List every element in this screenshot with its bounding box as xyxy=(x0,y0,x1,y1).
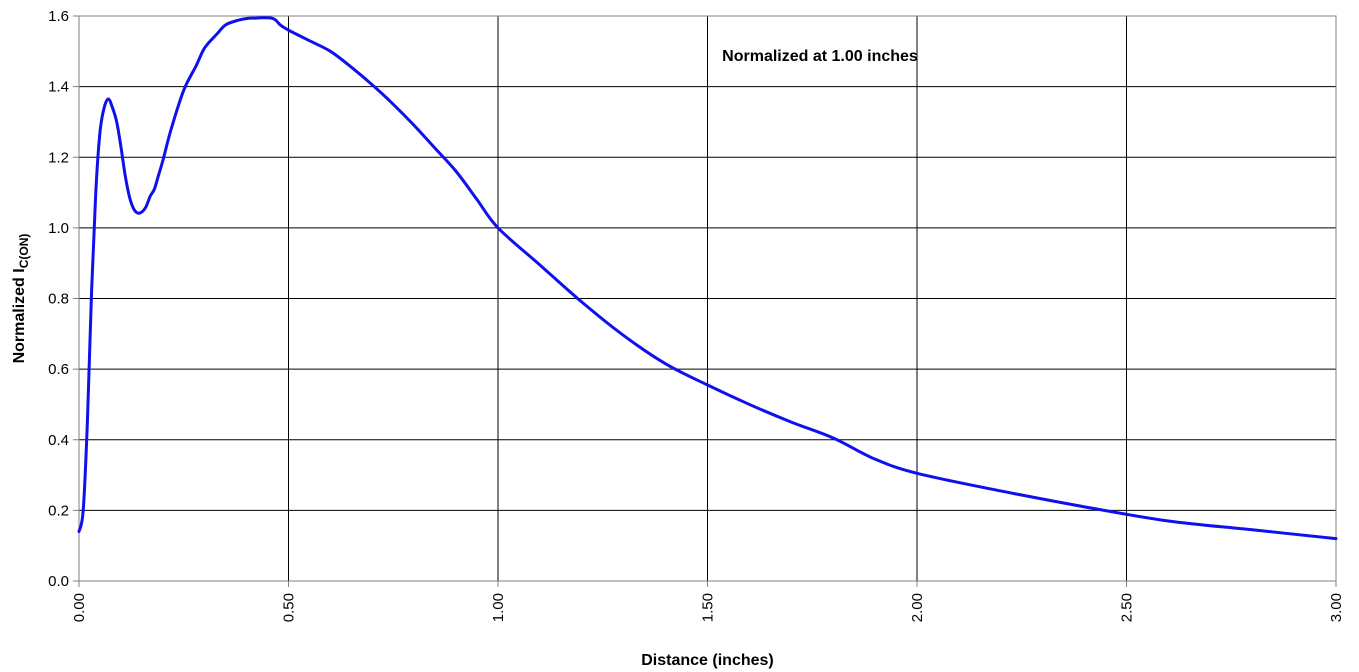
x-tick-label: 3.00 xyxy=(1328,593,1345,622)
y-axis-title-subscript: C(ON) xyxy=(17,234,31,269)
gridlines xyxy=(79,16,1336,581)
y-tick-label: 0.8 xyxy=(48,291,69,308)
y-tick-label: 1.0 xyxy=(48,220,69,237)
axes xyxy=(73,15,1337,587)
tick-labels: 0.0 0.2 0.4 0.6 0.8 1.0 1.2 1.4 1.6 0.00 0.50 1.00 1… xyxy=(48,8,1345,622)
x-tick-label: 1.00 xyxy=(490,593,507,622)
x-tick-label: 0.00 xyxy=(71,593,88,622)
y-tick-label: 0.4 xyxy=(48,432,69,449)
x-tick-label: 1.50 xyxy=(700,593,717,622)
x-tick-label: 2.50 xyxy=(1119,593,1136,622)
y-axis-title-main: Normalized I xyxy=(11,268,28,363)
x-tick-label: 0.50 xyxy=(281,593,298,622)
y-tick-label: 1.2 xyxy=(48,149,69,166)
y-tick-label: 1.4 xyxy=(48,79,69,96)
y-tick-label: 0.0 xyxy=(48,573,69,590)
x-tick-label: 2.00 xyxy=(909,593,926,622)
series-layer xyxy=(77,16,1338,541)
x-axis-title: Distance (inches) xyxy=(641,652,773,669)
y-tick-label: 0.2 xyxy=(48,502,69,519)
y-tick-label: 0.6 xyxy=(48,361,69,378)
series-line xyxy=(77,16,1338,541)
annotation-label: Normalized at 1.00 inches xyxy=(722,48,918,65)
y-axis-title: Normalized IC(ON) xyxy=(11,234,31,364)
y-tick-label: 1.6 xyxy=(48,8,69,25)
